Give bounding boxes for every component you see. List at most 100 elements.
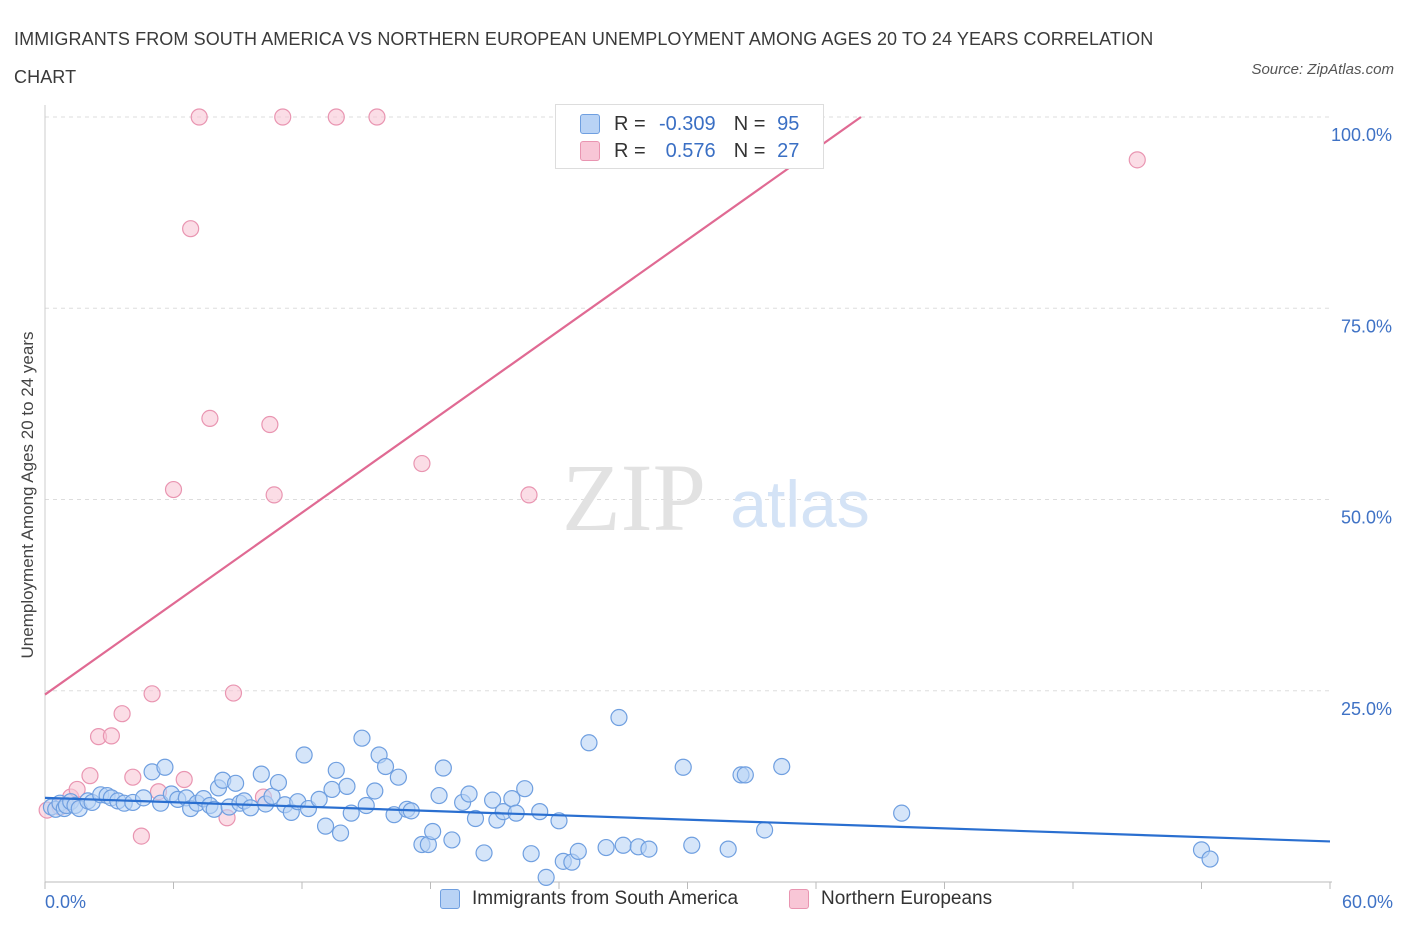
- point-immigrants: [736, 766, 754, 784]
- y-tick-label: 100.0%: [1331, 125, 1392, 145]
- legend-n-label: N =: [733, 139, 766, 162]
- legend-row-pink: R = 0.576 N = 27: [580, 138, 799, 164]
- watermark-atlas: atlas: [730, 467, 869, 541]
- point-immigrants: [683, 836, 701, 854]
- legend-r-label: R =: [614, 139, 646, 162]
- point-northern-europeans: [1128, 151, 1146, 169]
- point-northern-europeans: [102, 727, 120, 745]
- point-immigrants: [376, 757, 395, 776]
- point-immigrants: [424, 822, 442, 841]
- point-immigrants: [269, 773, 288, 792]
- legend-item-northern-europeans: Northern Europeans: [789, 888, 992, 910]
- point-northern-europeans: [413, 454, 431, 473]
- legend-n-value: 95: [777, 112, 800, 135]
- source-label: Source: ZipAtlas.com: [1251, 61, 1394, 78]
- point-northern-europeans: [182, 220, 200, 238]
- point-immigrants: [252, 765, 270, 783]
- point-immigrants: [614, 836, 632, 854]
- trend-line-immigrants: [44, 796, 1331, 843]
- trend-line-northern-europeans: [44, 116, 862, 696]
- point-northern-europeans: [190, 108, 208, 126]
- point-immigrants: [366, 782, 384, 800]
- point-immigrants: [430, 786, 448, 805]
- point-northern-europeans: [81, 767, 99, 785]
- legend-swatch-pink: [580, 141, 600, 161]
- point-northern-europeans: [113, 705, 131, 723]
- legend-r-value: 0.576: [665, 139, 716, 162]
- point-immigrants: [434, 759, 452, 777]
- point-immigrants: [389, 768, 407, 786]
- point-northern-europeans: [520, 486, 538, 504]
- point-northern-europeans: [175, 770, 193, 789]
- point-immigrants: [1201, 850, 1219, 868]
- point-northern-europeans: [201, 409, 219, 428]
- point-immigrants: [550, 812, 568, 830]
- point-immigrants: [242, 799, 260, 817]
- point-northern-europeans: [368, 108, 386, 126]
- point-immigrants: [353, 729, 371, 747]
- point-immigrants: [773, 757, 791, 776]
- grid-lines: [45, 116, 1330, 692]
- y-tick-label: 50.0%: [1341, 508, 1392, 528]
- point-northern-europeans: [164, 480, 183, 499]
- point-northern-europeans: [265, 486, 283, 504]
- point-immigrants: [134, 789, 153, 807]
- point-northern-europeans: [261, 415, 279, 434]
- point-immigrants: [522, 845, 540, 863]
- point-immigrants: [475, 844, 493, 862]
- trend-lines: [44, 116, 1331, 843]
- point-immigrants: [484, 791, 502, 809]
- legend-row-blue: R = -0.309 N = 95: [580, 111, 799, 137]
- point-immigrants: [674, 758, 692, 776]
- y-tick-label: 75.0%: [1341, 316, 1392, 336]
- point-immigrants: [295, 746, 313, 764]
- point-immigrants: [569, 842, 587, 861]
- point-immigrants: [443, 831, 461, 849]
- point-immigrants: [327, 761, 345, 779]
- point-immigrants: [331, 824, 350, 842]
- point-immigrants: [531, 803, 549, 821]
- point-immigrants: [357, 796, 375, 815]
- legend-label-northern-europeans: Northern Europeans: [821, 888, 993, 909]
- x-tick-label: 0.0%: [45, 892, 86, 912]
- legend-item-immigrants: Immigrants from South America: [440, 888, 738, 910]
- point-immigrants: [263, 787, 281, 805]
- watermark: ZIP atlas: [562, 444, 870, 551]
- legend-n-label: N =: [733, 112, 766, 135]
- point-immigrants: [466, 809, 485, 828]
- tick-labels: 25.0% 50.0% 75.0% 100.0% 0.0% 60.0%: [45, 125, 1393, 912]
- point-northern-europeans: [124, 768, 142, 786]
- point-immigrants: [460, 785, 478, 803]
- point-immigrants: [640, 840, 658, 858]
- point-immigrants: [323, 780, 341, 799]
- point-northern-europeans: [274, 108, 292, 126]
- point-northern-europeans: [143, 685, 161, 703]
- series-legend: Immigrants from South America Northern E…: [0, 888, 1406, 916]
- legend-r-label: R =: [614, 112, 646, 135]
- legend-swatch-blue: [440, 889, 460, 909]
- legend-r-value: -0.309: [658, 112, 716, 135]
- correlation-legend: R = -0.309 N = 95 R = 0.576 N = 27: [555, 104, 824, 169]
- point-immigrants: [156, 758, 174, 776]
- point-immigrants: [893, 804, 911, 822]
- watermark-zip: ZIP: [562, 444, 706, 551]
- x-tick-label: 60.0%: [1342, 892, 1393, 912]
- series-immigrants-points: [42, 708, 1219, 887]
- point-immigrants: [316, 817, 335, 835]
- point-immigrants: [537, 868, 555, 887]
- point-immigrants: [755, 821, 774, 839]
- point-immigrants: [338, 777, 356, 795]
- axes: [44, 105, 1332, 889]
- legend-n-value: 27: [777, 139, 800, 162]
- point-immigrants: [610, 708, 628, 727]
- point-immigrants: [516, 780, 534, 798]
- point-northern-europeans: [224, 684, 243, 702]
- point-immigrants: [227, 774, 245, 792]
- point-northern-europeans: [132, 827, 150, 845]
- point-immigrants: [580, 734, 598, 752]
- point-northern-europeans: [327, 108, 345, 126]
- legend-swatch-blue: [580, 114, 600, 134]
- y-tick-label: 25.0%: [1341, 699, 1392, 719]
- chart-title: IMMIGRANTS FROM SOUTH AMERICA VS NORTHER…: [14, 29, 1154, 87]
